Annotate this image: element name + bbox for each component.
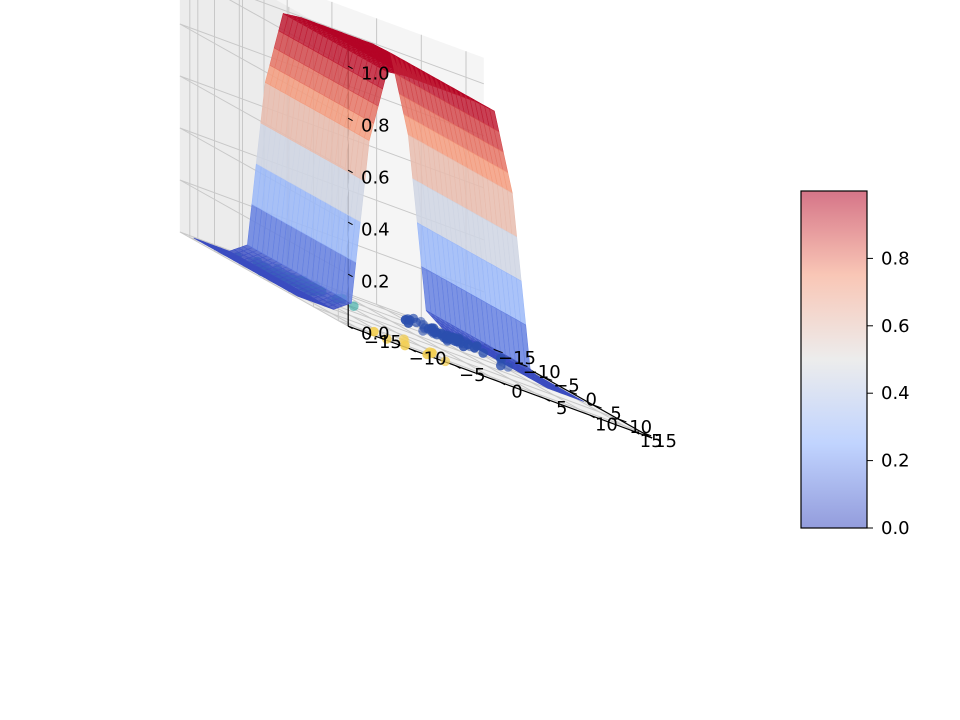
scatter-point [427, 326, 437, 337]
surface-facet [574, 396, 584, 402]
tick-marks [347, 65, 652, 437]
y-tick-mark [634, 431, 640, 435]
tick-labels: −15−10−5051015−15−10−50510150.00.20.40.6… [361, 63, 677, 452]
z-tick-label: 0.2 [361, 271, 390, 292]
z-tick-mark [347, 325, 353, 330]
scatter-point [349, 301, 359, 312]
scatter-point [382, 334, 392, 344]
grid-x-floor [288, 292, 593, 406]
surface-plot [193, 13, 584, 402]
z-tick-label: 1.0 [361, 63, 390, 84]
x-tick-mark [518, 362, 528, 367]
y-tick-label: −15 [364, 332, 402, 353]
y-tick-label: 0 [511, 382, 522, 403]
scatter-point [450, 333, 460, 343]
x-tick-mark [543, 376, 553, 381]
scatter-point [440, 356, 451, 367]
y-tick-mark [589, 414, 595, 419]
y-tick-mark [499, 381, 506, 386]
y-tick-mark [544, 398, 551, 402]
z-tick-label: 0.6 [361, 167, 390, 188]
y-tick-label: −10 [409, 349, 447, 370]
z-tick-mark [347, 221, 353, 226]
z-tick-mark [347, 117, 353, 122]
colorbar-fill [801, 191, 867, 528]
z-tick-label: 0.8 [361, 115, 390, 136]
colorbar-tick-label: 0.8 [881, 248, 910, 269]
scatter-point [496, 360, 506, 371]
colorbar-ticks: 0.0 0.2 0.4 0.6 0.8 [867, 248, 910, 539]
scatter-point [478, 348, 489, 358]
scatter-point [400, 340, 410, 351]
y-tick-mark [455, 365, 461, 369]
scatter-point [369, 326, 379, 337]
y-tick-label: 10 [595, 414, 618, 435]
x-tick-label: −10 [523, 362, 561, 383]
x-tick-mark [493, 348, 503, 354]
colorbar: 0.0 0.2 0.4 0.6 0.8 [800, 190, 910, 539]
x-tick-label: 10 [629, 417, 652, 438]
x-tick-label: 15 [654, 431, 677, 452]
scatter-point [418, 326, 428, 336]
x-tick-label: −5 [553, 376, 580, 397]
colorbar-tick-label: 0.0 [881, 518, 910, 539]
scatter-points-front [400, 313, 513, 372]
scatter-point [422, 349, 432, 360]
scatter-point [405, 315, 415, 326]
y-tick-label: −5 [459, 365, 486, 386]
scatter-point [496, 356, 507, 366]
z-tick-label: 0.0 [361, 323, 390, 344]
x-tick-mark [567, 390, 578, 395]
grid-z-line [179, 231, 484, 345]
z-tick-mark [347, 273, 353, 278]
colorbar-frame [800, 190, 868, 529]
x-tick-label: −15 [498, 348, 536, 369]
grid-y-floor [331, 287, 501, 383]
scatter-point [503, 362, 513, 372]
y-tick-mark [365, 332, 372, 336]
x-tick-mark [592, 404, 602, 409]
z-tick-label: 0.4 [361, 219, 390, 240]
x-tick-label: 5 [610, 403, 621, 424]
x-tick-mark [617, 418, 627, 423]
scatter-point [415, 316, 426, 327]
colorbar-tick-label: 0.4 [881, 383, 910, 404]
scatter-point [496, 354, 507, 364]
scatter-point [463, 339, 473, 350]
y-tick-mark [410, 348, 416, 353]
z-tick-mark [347, 65, 353, 70]
colorbar-tick-label: 0.2 [881, 451, 910, 472]
y-tick-label: 5 [556, 398, 567, 419]
colorbar-tick-label: 0.6 [881, 316, 910, 337]
grid-x-floor [313, 306, 618, 420]
scatter-point [472, 341, 482, 351]
x-tick-mark [642, 432, 652, 437]
y-tick-label: 15 [640, 431, 663, 452]
x-tick-label: 0 [585, 390, 596, 411]
z-tick-mark [347, 169, 353, 174]
